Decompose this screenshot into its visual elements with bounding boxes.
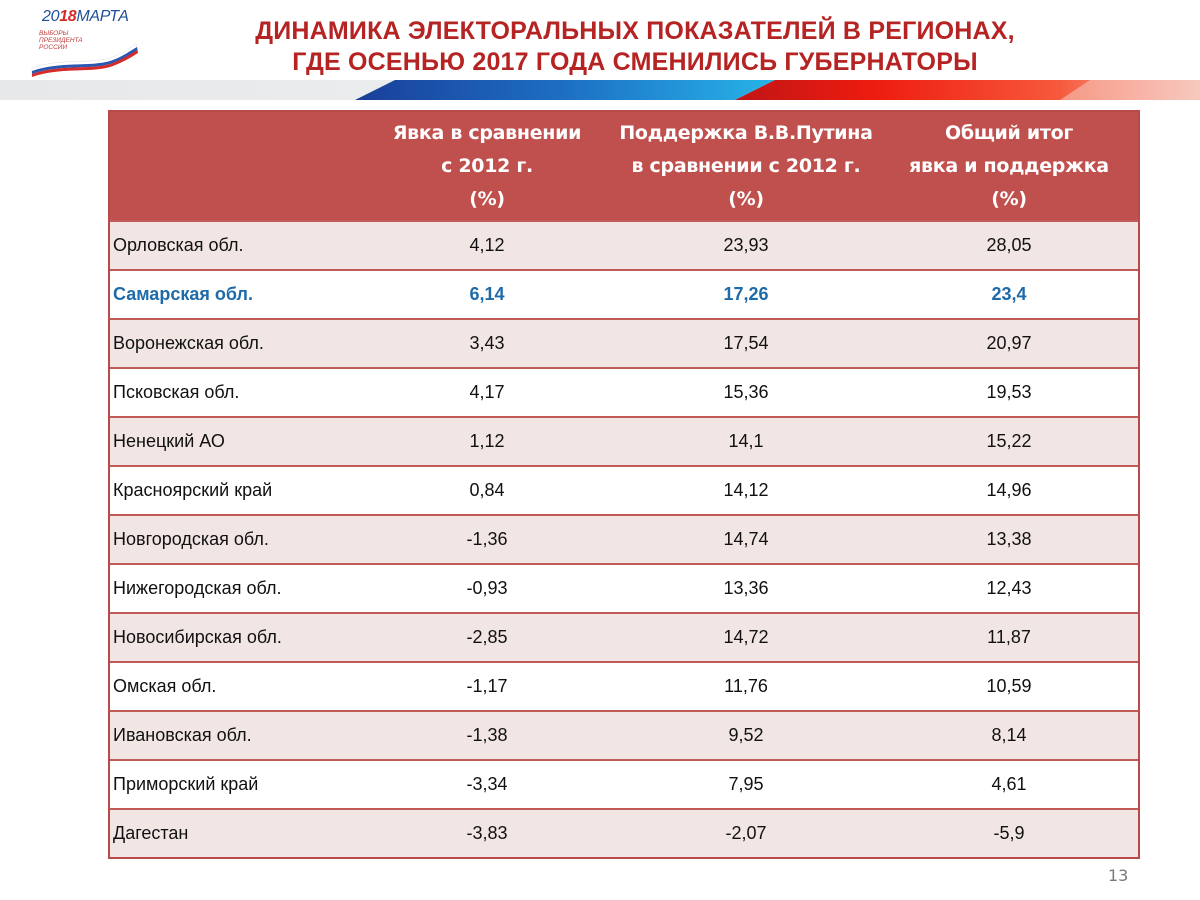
- total-value: 23,4: [880, 269, 1138, 319]
- header-turnout: Явка в сравнении с 2012 г. (%): [362, 112, 612, 221]
- flag-ribbon-icon: [31, 43, 139, 77]
- turnout-value: 1,12: [362, 416, 612, 466]
- page-number: 13: [1108, 866, 1129, 885]
- header-total: Общий итог явка и поддержка (%): [880, 112, 1138, 221]
- total-value: 10,59: [880, 661, 1138, 711]
- table-row: Омская обл. -1,17 11,76 10,59: [110, 661, 1138, 711]
- turnout-value: 4,12: [362, 220, 612, 270]
- total-value: 28,05: [880, 220, 1138, 270]
- support-value: 17,54: [612, 318, 880, 368]
- support-value: 11,76: [612, 661, 880, 711]
- region-name: Нижегородская обл.: [110, 563, 362, 613]
- region-name: Новгородская обл.: [110, 514, 362, 564]
- table-header-row: Явка в сравнении с 2012 г. (%) Поддержка…: [110, 112, 1138, 221]
- total-value: 15,22: [880, 416, 1138, 466]
- support-value: 7,95: [612, 759, 880, 809]
- total-value: 4,61: [880, 759, 1138, 809]
- electoral-dynamics-table: Явка в сравнении с 2012 г. (%) Поддержка…: [108, 110, 1140, 859]
- total-value: 12,43: [880, 563, 1138, 613]
- support-value: 14,74: [612, 514, 880, 564]
- turnout-value: 6,14: [362, 269, 612, 319]
- total-value: 8,14: [880, 710, 1138, 760]
- turnout-value: -3,34: [362, 759, 612, 809]
- region-name: Новосибирская обл.: [110, 612, 362, 662]
- region-name: Омская обл.: [110, 661, 362, 711]
- region-name: Ненецкий АО: [110, 416, 362, 466]
- total-value: 14,96: [880, 465, 1138, 515]
- turnout-value: 4,17: [362, 367, 612, 417]
- table-row-highlighted: Самарская обл. 6,14 17,26 23,4: [110, 269, 1138, 319]
- tricolor-banner: [0, 80, 1200, 100]
- table-row: Ивановская обл. -1,38 9,52 8,14: [110, 710, 1138, 760]
- total-value: 11,87: [880, 612, 1138, 662]
- region-name: Орловская обл.: [110, 220, 362, 270]
- total-value: 13,38: [880, 514, 1138, 564]
- table-row: Нижегородская обл. -0,93 13,36 12,43: [110, 563, 1138, 613]
- election-logo: 2018МАРТА ВЫБОРЫ ПРЕЗИДЕНТА РОССИИ: [30, 6, 150, 77]
- page-title: ДИНАМИКА ЭЛЕКТОРАЛЬНЫХ ПОКАЗАТЕЛЕЙ В РЕГ…: [200, 16, 1070, 78]
- support-value: 23,93: [612, 220, 880, 270]
- region-name: Псковская обл.: [110, 367, 362, 417]
- table-row: Орловская обл. 4,12 23,93 28,05: [110, 220, 1138, 270]
- support-value: 13,36: [612, 563, 880, 613]
- support-value: 9,52: [612, 710, 880, 760]
- header-support: Поддержка В.В.Путина в сравнении с 2012 …: [612, 112, 880, 221]
- table-row: Приморский край -3,34 7,95 4,61: [110, 759, 1138, 809]
- turnout-value: -1,36: [362, 514, 612, 564]
- table-row: Ненецкий АО 1,12 14,1 15,22: [110, 416, 1138, 466]
- region-name: Ивановская обл.: [110, 710, 362, 760]
- table-row: Красноярский край 0,84 14,12 14,96: [110, 465, 1138, 515]
- support-value: 14,12: [612, 465, 880, 515]
- table-row: Псковская обл. 4,17 15,36 19,53: [110, 367, 1138, 417]
- turnout-value: -2,85: [362, 612, 612, 662]
- region-name: Самарская обл.: [110, 269, 362, 319]
- support-value: 15,36: [612, 367, 880, 417]
- total-value: 20,97: [880, 318, 1138, 368]
- turnout-value: -1,17: [362, 661, 612, 711]
- region-name: Воронежская обл.: [110, 318, 362, 368]
- turnout-value: -3,83: [362, 808, 612, 857]
- support-value: 14,1: [612, 416, 880, 466]
- logo-subtitle: ВЫБОРЫ ПРЕЗИДЕНТА РОССИИ: [39, 30, 83, 51]
- support-value: -2,07: [612, 808, 880, 857]
- table-row: Дагестан -3,83 -2,07 -5,9: [110, 808, 1138, 857]
- turnout-value: 3,43: [362, 318, 612, 368]
- total-value: 19,53: [880, 367, 1138, 417]
- support-value: 17,26: [612, 269, 880, 319]
- logo-date: 2018МАРТА: [42, 8, 129, 25]
- turnout-value: -1,38: [362, 710, 612, 760]
- table-row: Воронежская обл. 3,43 17,54 20,97: [110, 318, 1138, 368]
- turnout-value: -0,93: [362, 563, 612, 613]
- table-row: Новгородская обл. -1,36 14,74 13,38: [110, 514, 1138, 564]
- total-value: -5,9: [880, 808, 1138, 857]
- title-line-1: ДИНАМИКА ЭЛЕКТОРАЛЬНЫХ ПОКАЗАТЕЛЕЙ В РЕГ…: [255, 17, 1015, 45]
- turnout-value: 0,84: [362, 465, 612, 515]
- region-name: Дагестан: [110, 808, 362, 857]
- region-name: Приморский край: [110, 759, 362, 809]
- title-line-2: ГДЕ ОСЕНЬЮ 2017 ГОДА СМЕНИЛИСЬ ГУБЕРНАТО…: [292, 48, 978, 76]
- table-row: Новосибирская обл. -2,85 14,72 11,87: [110, 612, 1138, 662]
- region-name: Красноярский край: [110, 465, 362, 515]
- header-region: [110, 112, 362, 221]
- support-value: 14,72: [612, 612, 880, 662]
